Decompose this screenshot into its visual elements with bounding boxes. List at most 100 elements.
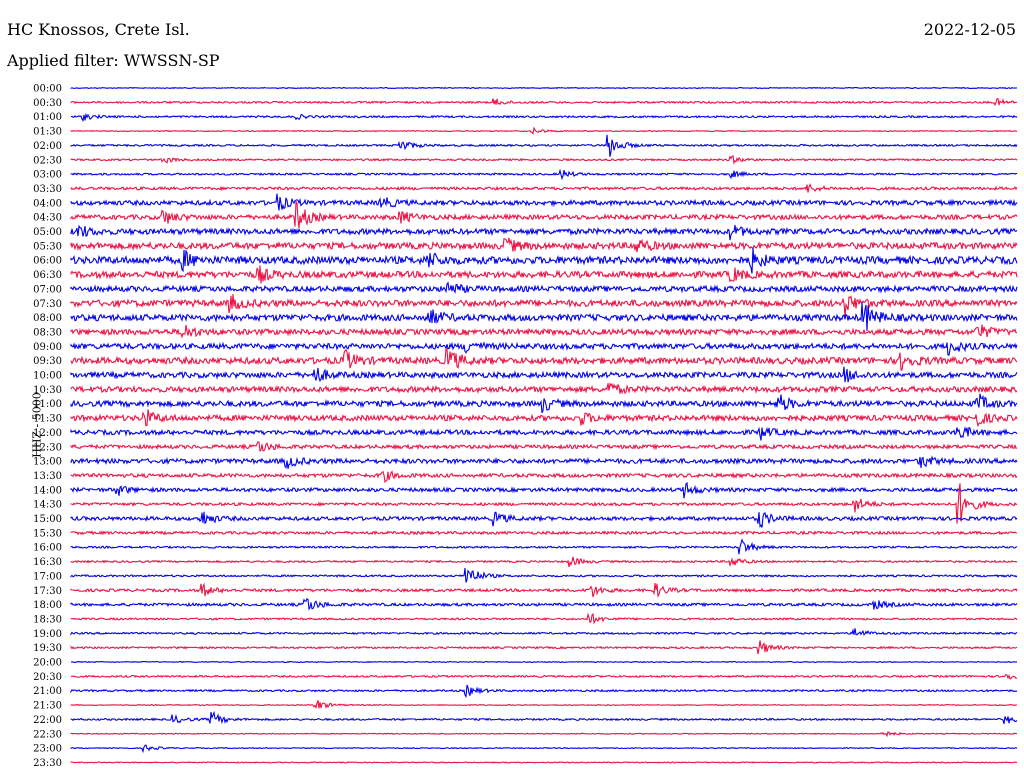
time-tick-label: 17:00 [33,571,62,582]
time-tick-label: 22:30 [33,729,62,740]
trace-1430 [70,483,1018,524]
time-tick-label: 01:30 [33,127,62,138]
trace-2030 [70,673,1018,680]
trace-1030 [70,382,1018,395]
time-tick-label: 04:00 [33,198,62,209]
time-tick-label: 10:00 [33,371,62,382]
time-tick-label: 13:30 [33,471,62,482]
trace-2000 [70,660,1017,664]
time-tick-label: 09:30 [33,356,62,367]
time-tick-label: 00:30 [33,98,62,109]
station-title: HC Knossos, Crete Isl. [7,20,190,39]
record-date: 2022-12-05 [923,20,1016,39]
time-tick-label: 12:00 [33,428,62,439]
trace-1000 [70,366,1018,383]
trace-0500 [70,224,1018,241]
time-tick-label: 06:00 [33,256,62,267]
time-tick-label: 09:00 [33,342,62,353]
time-tick-label: 05:00 [33,227,62,238]
trace-2230 [70,731,1018,738]
trace-0100 [70,112,1018,122]
time-tick-label: 00:00 [33,84,62,95]
time-tick-label: 12:30 [33,442,62,453]
time-tick-label: 11:00 [33,399,62,410]
time-tick-label: 20:30 [33,672,62,683]
time-tick-label: 15:30 [33,528,62,539]
trace-1300 [70,455,1018,469]
trace-0830 [70,324,1018,339]
trace-1500 [70,511,1018,528]
time-tick-label: 07:30 [33,299,62,310]
trace-1330 [70,470,1018,484]
time-tick-label: 19:30 [33,643,62,654]
time-tick-label: 18:00 [33,600,62,611]
time-tick-label: 13:00 [33,457,62,468]
time-tick-label: 08:30 [33,327,62,338]
trace-2100 [70,684,1018,699]
time-tick-label: 23:00 [33,744,62,755]
time-tick-label: 23:30 [33,758,62,769]
trace-1530 [70,530,1018,536]
time-tick-label: 19:00 [33,629,62,640]
trace-0330 [70,182,1018,193]
trace-1900 [70,628,1018,636]
y-axis-label: HHZ - 5000 [30,392,44,458]
time-tick-label: 16:30 [33,557,62,568]
time-tick-label: 01:00 [33,112,62,123]
trace-0530 [70,237,1018,253]
trace-0600 [70,247,1018,274]
time-tick-label: 21:00 [33,686,62,697]
trace-1100 [70,393,1018,414]
trace-0300 [70,168,1018,181]
trace-0230 [70,155,1018,165]
time-tick-label: 21:30 [33,701,62,712]
trace-1130 [70,409,1018,428]
time-tick-label: 02:00 [33,141,62,152]
trace-0800 [70,301,1018,331]
time-tick-label: 03:30 [33,184,62,195]
time-tick-label: 17:30 [33,586,62,597]
trace-1630 [70,556,1018,568]
trace-0200 [70,134,1018,157]
trace-1200 [70,426,1018,441]
time-tick-label: 10:30 [33,385,62,396]
time-tick-label: 05:30 [33,241,62,252]
trace-2200 [70,710,1018,725]
trace-1800 [70,598,1018,611]
time-tick-label: 07:00 [33,284,62,295]
trace-2300 [70,744,1018,754]
time-tick-label: 16:00 [33,543,62,554]
trace-0630 [70,265,1018,284]
trace-1930 [70,640,1018,655]
trace-0930 [70,347,1018,371]
trace-1730 [70,582,1018,598]
trace-0400 [70,193,1018,211]
time-tick-label: 22:00 [33,715,62,726]
time-tick-label: 11:30 [33,414,62,425]
trace-0730 [70,294,1018,317]
time-tick-label: 08:00 [33,313,62,324]
time-tick-label: 14:00 [33,485,62,496]
trace-0030 [70,97,1018,107]
time-tick-label: 15:00 [33,514,62,525]
time-tick-label: 03:00 [33,170,62,181]
trace-2330 [70,761,1018,764]
trace-0430 [70,200,1018,229]
trace-1400 [70,481,1018,499]
filter-label: Applied filter: WWSSN-SP [7,51,220,70]
time-tick-label: 04:30 [33,213,62,224]
time-tick-label: 18:30 [33,614,62,625]
time-tick-label: 02:30 [33,155,62,166]
trace-1700 [70,567,1018,583]
time-tick-label: 20:00 [33,658,62,669]
trace-0130 [70,126,1018,135]
time-tick-label: 06:30 [33,270,62,281]
time-tick-label: 14:30 [33,500,62,511]
trace-0000 [70,86,1018,90]
trace-0900 [70,341,1018,356]
trace-1600 [70,538,1018,555]
trace-2130 [70,700,1018,710]
trace-1830 [70,612,1018,625]
trace-0700 [70,281,1018,294]
